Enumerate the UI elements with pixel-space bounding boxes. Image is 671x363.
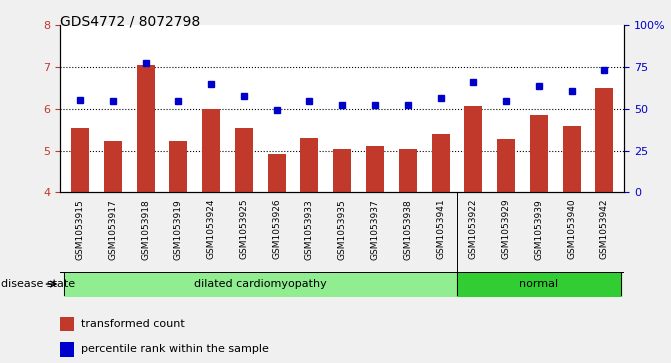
Text: GSM1053919: GSM1053919 [174,199,183,260]
Text: GSM1053926: GSM1053926 [272,199,281,260]
Text: GSM1053915: GSM1053915 [76,199,85,260]
Bar [71,128,89,192]
Bar [137,65,154,192]
Text: GSM1053933: GSM1053933 [305,199,314,260]
Text: GSM1053941: GSM1053941 [436,199,445,260]
Bar [333,148,351,192]
Text: dilated cardiomyopathy: dilated cardiomyopathy [194,279,327,289]
Bar [60,317,74,331]
Bar [562,126,580,192]
Text: disease state: disease state [1,279,74,289]
Bar [301,138,319,192]
Text: GSM1053938: GSM1053938 [403,199,412,260]
Bar [169,142,187,192]
Bar [399,148,417,192]
Bar [530,115,548,192]
Bar [366,147,384,192]
Text: GSM1053940: GSM1053940 [567,199,576,260]
Text: GDS4772 / 8072798: GDS4772 / 8072798 [60,15,201,29]
Text: GSM1053918: GSM1053918 [141,199,150,260]
Text: GSM1053917: GSM1053917 [108,199,117,260]
Text: GSM1053925: GSM1053925 [240,199,248,260]
Text: GSM1053935: GSM1053935 [338,199,347,260]
Bar [464,106,482,192]
Bar [595,88,613,192]
Text: percentile rank within the sample: percentile rank within the sample [81,344,268,354]
Bar [202,109,220,192]
Text: GSM1053937: GSM1053937 [370,199,380,260]
Bar [235,128,253,192]
Text: GSM1053942: GSM1053942 [600,199,609,259]
Text: normal: normal [519,279,558,289]
Text: GSM1053924: GSM1053924 [207,199,215,259]
Bar [431,134,450,192]
Text: GSM1053922: GSM1053922 [469,199,478,259]
Text: GSM1053939: GSM1053939 [534,199,544,260]
Bar [104,142,122,192]
Text: transformed count: transformed count [81,319,185,329]
Bar [497,139,515,192]
Bar [268,154,286,192]
Text: GSM1053929: GSM1053929 [501,199,511,260]
Bar [60,342,74,356]
